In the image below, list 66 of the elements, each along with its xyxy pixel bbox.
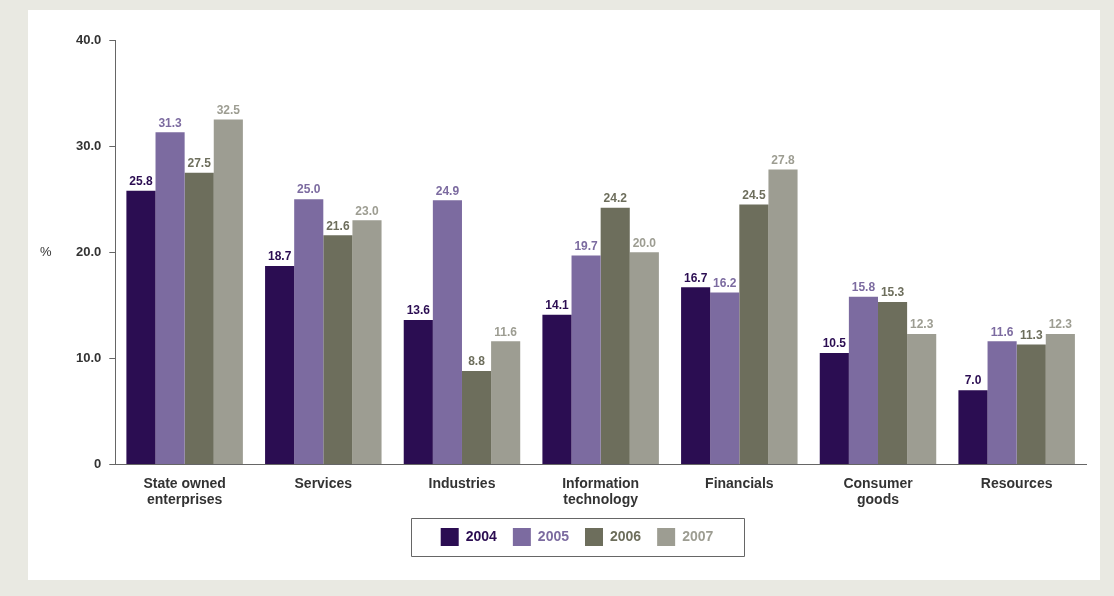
- bar: [681, 287, 711, 464]
- bar: [848, 296, 878, 464]
- data-label: 13.6: [406, 303, 431, 318]
- x-tick-label: Financials: [705, 474, 774, 491]
- x-tick-label: Resources: [980, 474, 1053, 491]
- data-label: 14.1: [545, 298, 569, 313]
- x-tick-label: Services: [294, 474, 353, 491]
- x-tick-label: State owned enterprises: [143, 474, 226, 508]
- bar: [1045, 333, 1075, 464]
- y-tick-label: 0: [94, 455, 102, 471]
- x-tick-label: Industries: [428, 474, 496, 491]
- bar: [907, 333, 937, 464]
- bar: [403, 320, 433, 464]
- legend-label: 2007: [682, 527, 714, 544]
- legend-label: 2004: [465, 527, 498, 544]
- bar: [491, 341, 521, 464]
- x-tick-label: Consumer goods: [843, 474, 914, 508]
- data-label: 20.0: [632, 235, 657, 250]
- data-label: 31.3: [158, 115, 183, 130]
- bar: [542, 314, 572, 464]
- data-label: 18.7: [267, 249, 292, 264]
- bar: [294, 199, 324, 464]
- data-label: 27.8: [771, 152, 796, 167]
- y-tick-label: 40.0: [75, 31, 102, 47]
- data-label: 12.3: [1048, 317, 1073, 332]
- legend-label: 2005: [537, 527, 570, 544]
- bar: [265, 265, 295, 464]
- data-label: 7.0: [964, 373, 982, 388]
- data-label: 32.5: [216, 102, 241, 117]
- bar: [819, 353, 849, 464]
- data-label: 16.2: [713, 275, 737, 290]
- legend-label: 2006: [610, 527, 642, 544]
- data-label: 11.3: [1019, 327, 1043, 342]
- bar: [213, 119, 243, 464]
- data-label: 11.6: [990, 324, 1014, 339]
- bar: [432, 200, 462, 464]
- y-tick-label: 20.0: [75, 243, 102, 259]
- data-label: 19.7: [574, 238, 599, 253]
- data-label: 23.0: [355, 203, 379, 218]
- data-label: 24.2: [603, 190, 628, 205]
- bar: [571, 255, 601, 464]
- data-label: 15.3: [880, 285, 905, 300]
- bar: [629, 252, 659, 464]
- y-tick-label: 30.0: [75, 137, 102, 153]
- data-label: 25.8: [129, 173, 153, 188]
- data-label: 25.0: [297, 182, 321, 197]
- x-tick-label: Information technology: [562, 474, 640, 508]
- bar: [155, 132, 185, 464]
- data-label: 27.5: [187, 155, 212, 170]
- bar: [768, 169, 798, 464]
- data-label: 12.3: [909, 317, 934, 332]
- bar: [958, 390, 988, 464]
- bar: [352, 220, 382, 464]
- data-label: 8.8: [468, 354, 486, 369]
- data-label: 24.5: [742, 187, 766, 202]
- data-label: 15.8: [851, 280, 876, 295]
- bar: [710, 292, 740, 464]
- data-label: 21.6: [326, 218, 350, 233]
- data-label: 11.6: [494, 324, 518, 339]
- y-tick-label: 10.0: [75, 349, 102, 365]
- y-axis-title: %: [40, 243, 52, 259]
- data-label: 16.7: [683, 270, 708, 285]
- bar: [126, 190, 156, 464]
- data-label: 24.9: [435, 183, 460, 198]
- data-label: 10.5: [822, 336, 847, 351]
- bar: [987, 341, 1017, 464]
